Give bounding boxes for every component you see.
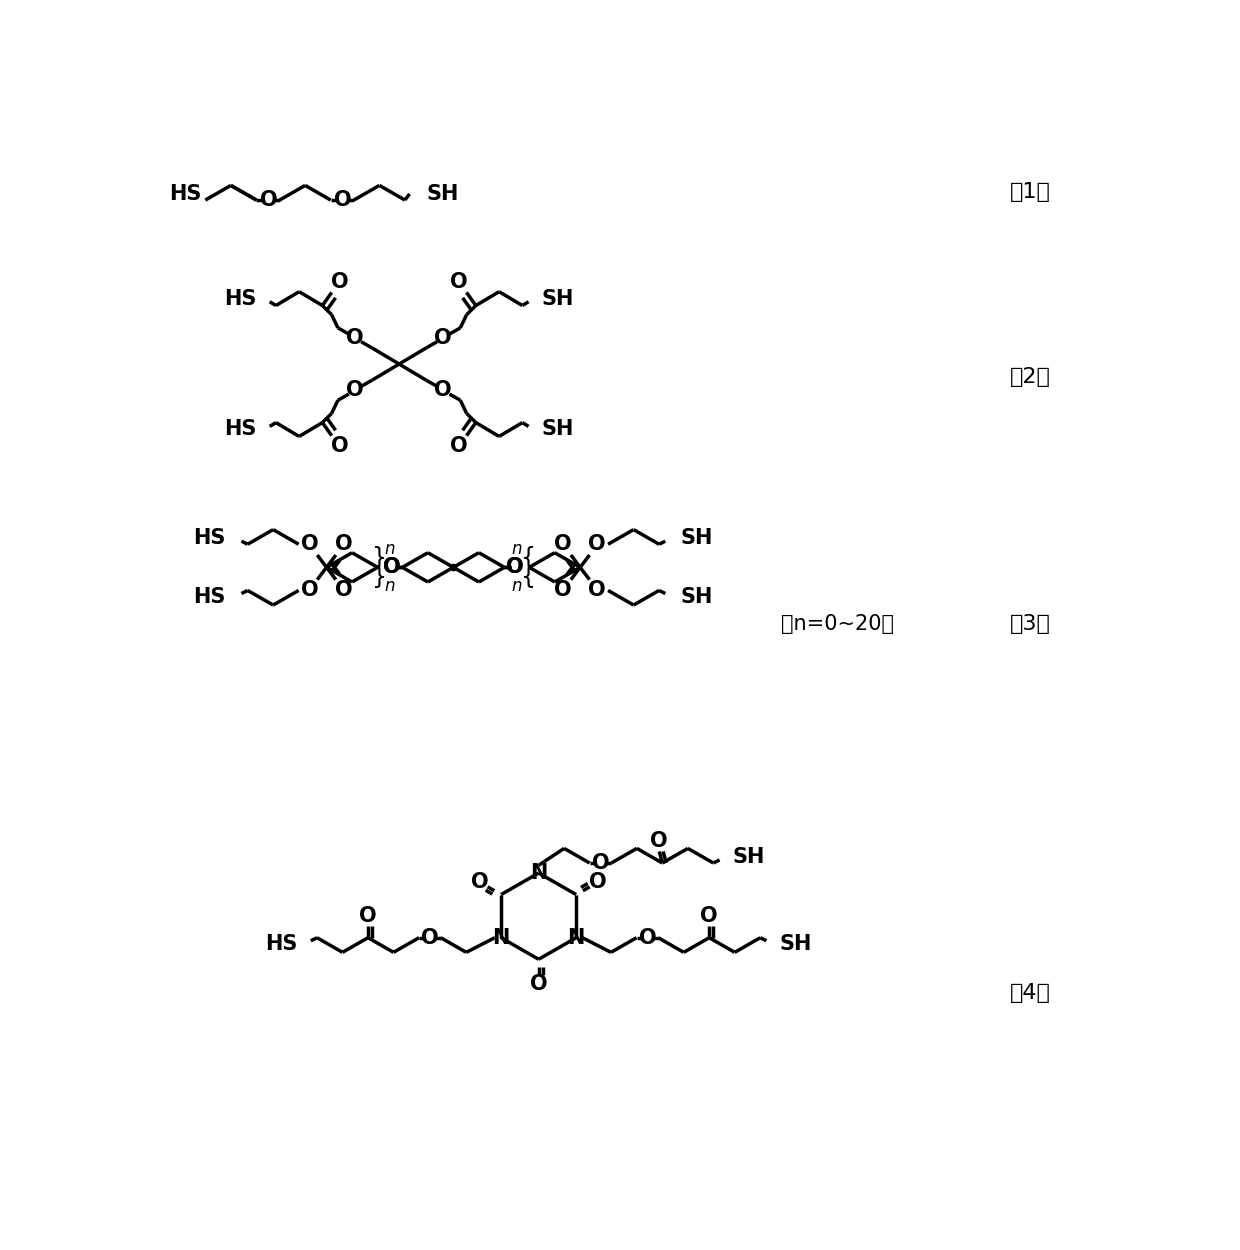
Text: O: O — [331, 436, 348, 456]
Text: O: O — [554, 580, 572, 600]
Text: N: N — [492, 928, 510, 948]
Text: O: O — [300, 580, 319, 600]
Text: O: O — [639, 928, 656, 948]
Text: N: N — [568, 928, 585, 948]
Text: }: } — [372, 546, 387, 570]
Text: O: O — [331, 272, 348, 292]
Text: O: O — [360, 906, 377, 926]
Text: O: O — [335, 580, 352, 600]
Text: HS: HS — [193, 586, 226, 606]
Text: O: O — [346, 328, 363, 348]
Text: SH: SH — [427, 184, 459, 204]
Text: （n=0~20）: （n=0~20） — [780, 614, 894, 634]
Text: n: n — [384, 540, 396, 558]
Text: SH: SH — [780, 934, 812, 954]
Text: O: O — [701, 906, 718, 926]
Text: O: O — [506, 558, 525, 578]
Text: N: N — [529, 862, 547, 882]
Text: O: O — [422, 928, 439, 948]
Text: （3）: （3） — [1011, 614, 1052, 634]
Text: n: n — [512, 540, 522, 558]
Text: SH: SH — [681, 528, 713, 548]
Text: HS: HS — [265, 934, 298, 954]
Text: {: { — [520, 565, 536, 589]
Text: O: O — [434, 380, 453, 400]
Text: （1）: （1） — [1011, 182, 1052, 203]
Text: SH: SH — [542, 419, 574, 439]
Text: O: O — [589, 534, 606, 554]
Text: O: O — [471, 872, 489, 892]
Text: O: O — [589, 580, 606, 600]
Text: O: O — [335, 190, 352, 210]
Text: O: O — [383, 558, 401, 578]
Text: n: n — [512, 576, 522, 595]
Text: O: O — [651, 831, 668, 851]
Text: O: O — [450, 436, 467, 456]
Text: HS: HS — [224, 419, 257, 439]
Text: O: O — [529, 974, 547, 994]
Text: HS: HS — [224, 290, 257, 310]
Text: O: O — [300, 534, 319, 554]
Text: （4）: （4） — [1011, 984, 1052, 1004]
Text: {: { — [520, 546, 536, 570]
Text: SH: SH — [681, 586, 713, 606]
Text: O: O — [554, 534, 572, 554]
Text: O: O — [506, 558, 525, 578]
Text: SH: SH — [542, 290, 574, 310]
Text: O: O — [434, 328, 453, 348]
Text: O: O — [260, 190, 278, 210]
Text: （2）: （2） — [1011, 368, 1052, 388]
Text: O: O — [346, 380, 363, 400]
Text: O: O — [589, 872, 606, 892]
Text: SH: SH — [733, 846, 765, 866]
Text: O: O — [591, 853, 609, 872]
Text: O: O — [450, 272, 467, 292]
Text: }: } — [372, 565, 387, 589]
Text: HS: HS — [169, 184, 201, 204]
Text: n: n — [384, 576, 396, 595]
Text: O: O — [335, 534, 352, 554]
Text: HS: HS — [193, 528, 226, 548]
Text: O: O — [383, 558, 401, 578]
